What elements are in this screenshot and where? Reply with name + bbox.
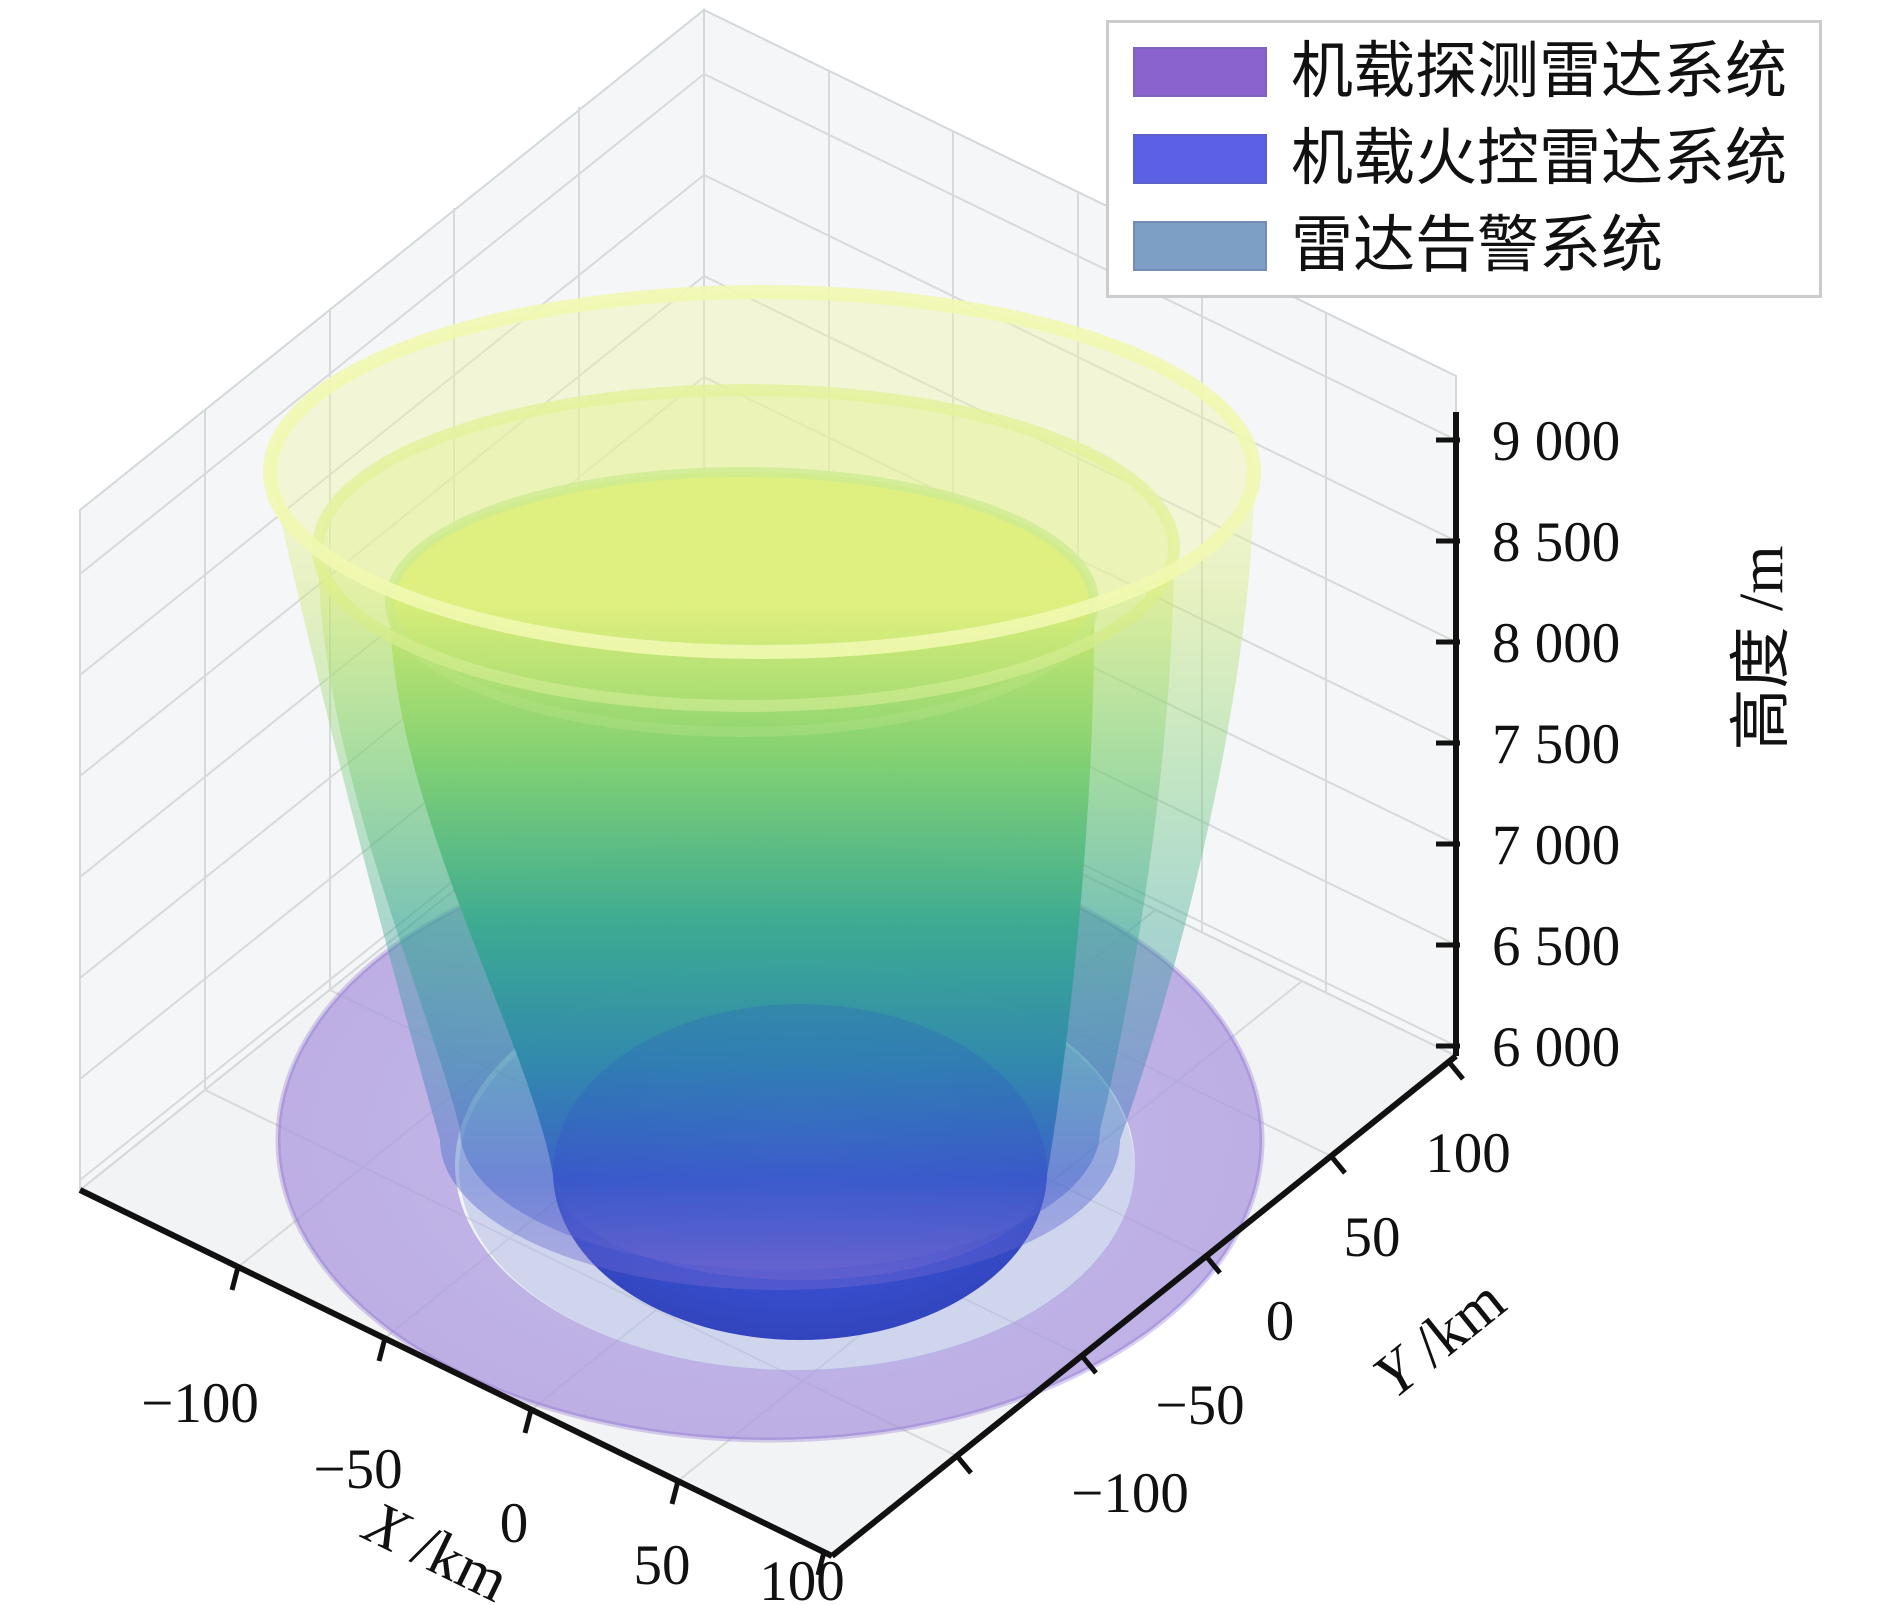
legend-swatch-firecontrol (1133, 133, 1267, 184)
y-tick--50: −50 (1155, 1374, 1244, 1437)
y-axis-label: Y /km (1361, 1266, 1518, 1411)
y-axis-ticks (955, 1060, 1465, 1475)
x-axis-spine (78, 1187, 834, 1559)
z-axis-ticklabels: 9 000 8 500 8 000 7 500 7 000 6 500 6 00… (1492, 410, 1620, 1079)
axis-spines (78, 412, 1459, 1559)
z-tick-6500: 6 500 (1492, 915, 1620, 978)
legend-item-detection: 机载探测雷达系统 (1133, 41, 1809, 103)
z-tick-7000: 7 000 (1492, 814, 1620, 877)
legend-item-firecontrol: 机载火控雷达系统 (1133, 128, 1809, 190)
z-tick-9000: 9 000 (1492, 410, 1620, 473)
y-axis-spine (830, 1053, 1458, 1559)
z-axis-label: 高度 /m (1728, 546, 1796, 751)
y-tick-100: 100 (1425, 1122, 1511, 1185)
y-tick-50: 50 (1344, 1206, 1401, 1269)
x-tick-0: 0 (500, 1492, 529, 1555)
surface-rim1-band (263, 285, 1261, 659)
legend: 机载探测雷达系统 机载火控雷达系统 雷达告警系统 (1106, 20, 1822, 298)
legend-swatch-detection (1133, 47, 1267, 98)
legend-label-firecontrol: 机载火控雷达系统 (1291, 124, 1788, 193)
x-tick-100: 100 (759, 1550, 845, 1605)
z-tick-8500: 8 500 (1492, 511, 1620, 574)
legend-swatch-warning (1133, 220, 1267, 271)
x-tick--100: −100 (141, 1372, 259, 1435)
z-axis-ticks (1436, 437, 1460, 1049)
x-axis-ticklabels: −100 −50 0 50 100 (141, 1372, 845, 1605)
legend-label-detection: 机载探测雷达系统 (1291, 38, 1788, 107)
z-tick-8000: 8 000 (1492, 612, 1620, 675)
x-axis-label: X /km (352, 1487, 519, 1605)
y-axis-ticklabels: −100 −50 0 50 100 (1071, 1122, 1511, 1525)
x-tick-50: 50 (634, 1534, 691, 1597)
y-tick--100: −100 (1071, 1462, 1189, 1525)
legend-label-warning: 雷达告警系统 (1291, 211, 1664, 280)
z-tick-7500: 7 500 (1492, 713, 1620, 776)
z-tick-6000: 6 000 (1492, 1016, 1620, 1079)
legend-item-warning: 雷达告警系统 (1133, 215, 1809, 277)
surfaces (263, 285, 1265, 1443)
y-tick-0: 0 (1266, 1290, 1295, 1353)
rightwall-grid-v (828, 71, 1327, 993)
x-axis-ticks (229, 1266, 827, 1576)
surface-outer-frontwall (270, 472, 1254, 1290)
x-tick--50: −50 (313, 1438, 402, 1501)
